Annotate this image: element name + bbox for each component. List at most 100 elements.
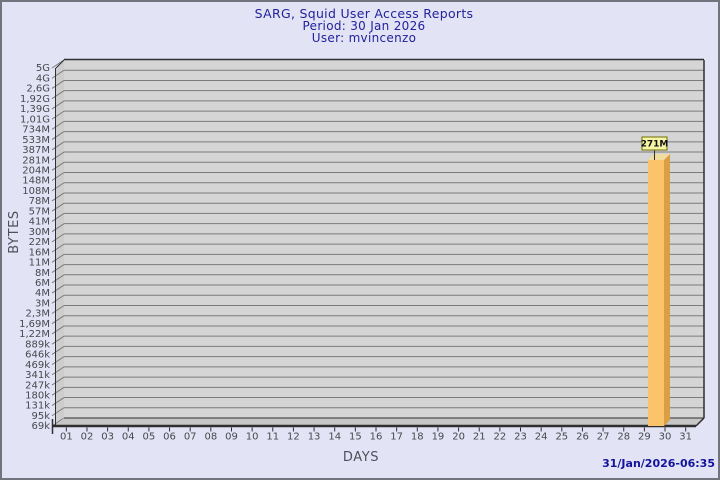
bar-top-face xyxy=(648,154,670,160)
generated-timestamp: 31/Jan/2026-06:35 xyxy=(602,457,715,470)
bar-side-face xyxy=(664,154,670,426)
x-axis-tick-label: 05 xyxy=(143,432,156,443)
y-axis-tick-label: 95k xyxy=(31,411,50,422)
y-axis-tick-label: 5G xyxy=(36,63,50,74)
y-tick-mark xyxy=(51,110,65,120)
x-axis-tick-label: 14 xyxy=(328,432,341,443)
x-axis-tick-label: 11 xyxy=(266,432,279,443)
x-axis-tick-label: 09 xyxy=(225,432,238,443)
y-axis-tick-label: 4G xyxy=(36,73,50,84)
x-axis-tick-label: 16 xyxy=(370,432,383,443)
x-axis-tick-label: 22 xyxy=(494,432,507,443)
y-axis-tick-label: 41M xyxy=(29,217,50,228)
y-tick-mark xyxy=(51,131,65,141)
y-axis-tick-label: 204M xyxy=(22,165,50,176)
y-axis-tick-label: 78M xyxy=(29,196,50,207)
x-axis-tick-label: 21 xyxy=(473,432,486,443)
y-axis-tick-label: 1,01G xyxy=(20,114,50,125)
x-axis-tick-label: 13 xyxy=(308,432,321,443)
y-axis-tick-label: 1,22M xyxy=(19,329,50,340)
y-tick-mark xyxy=(51,294,65,304)
y-tick-mark xyxy=(51,274,65,284)
y-axis-tick-label: 22M xyxy=(29,237,50,248)
y-axis-tick-label: 69k xyxy=(31,421,50,432)
x-axis-tick-label: 24 xyxy=(535,432,548,443)
x-axis-tick-label: 28 xyxy=(617,432,630,443)
y-tick-mark xyxy=(51,213,65,222)
x-axis-tick-label: 01 xyxy=(60,432,73,443)
plot-back-wall xyxy=(64,60,704,418)
y-axis-tick-label: 533M xyxy=(22,135,50,146)
y-tick-mark xyxy=(51,223,65,233)
y-tick-mark xyxy=(51,386,65,396)
y-axis-tick-label: 57M xyxy=(29,206,50,217)
x-axis-tick-label: 29 xyxy=(638,432,651,443)
y-tick-mark xyxy=(51,417,65,427)
x-axis-tick-marks xyxy=(65,427,687,432)
x-axis-tick-label: 04 xyxy=(122,432,135,443)
y-tick-mark xyxy=(51,366,65,376)
y-tick-mark xyxy=(51,335,65,345)
y-tick-mark xyxy=(51,356,65,366)
bar-value-annotation: 271M xyxy=(641,136,669,160)
x-axis-tick-label: 19 xyxy=(432,432,445,443)
y-axis-tick-label: 148M xyxy=(22,176,50,187)
y-tick-mark xyxy=(51,264,65,273)
y-axis-tick-label: 2,6G xyxy=(26,84,50,95)
y-axis-tick-label: 1,39G xyxy=(20,104,50,115)
y-tick-mark xyxy=(51,151,65,161)
y-tick-mark xyxy=(51,172,65,181)
x-axis-tick-label: 07 xyxy=(184,432,197,443)
y-axis-tick-label: 108M xyxy=(22,186,50,197)
y-tick-mark xyxy=(51,305,65,314)
y-tick-mark xyxy=(51,253,65,263)
y-tick-mark xyxy=(51,397,65,406)
y-axis-tick-label: 734M xyxy=(22,125,50,136)
y-axis-tick-label: 3M xyxy=(35,298,50,309)
x-axis-tick-label: 31 xyxy=(679,432,692,443)
annotation-box-border xyxy=(641,136,668,151)
y-tick-mark xyxy=(51,243,65,253)
bar-value-label: 271M xyxy=(641,140,669,150)
y-tick-mark xyxy=(51,233,65,243)
y-axis-tick-label: 30M xyxy=(29,227,50,238)
plot-left-wall xyxy=(56,60,64,426)
y-tick-mark xyxy=(51,376,65,386)
y-tick-mark xyxy=(51,141,65,151)
y-tick-mark xyxy=(51,69,65,79)
plot-floor xyxy=(56,418,704,426)
y-axis-tick-label: 1,69M xyxy=(19,319,50,330)
y-tick-mark xyxy=(51,182,65,192)
y-tick-mark xyxy=(51,192,65,202)
y-tick-mark xyxy=(51,100,65,110)
y-axis-tick-label: 16M xyxy=(29,247,50,258)
y-axis-tick-label: 180k xyxy=(25,391,50,402)
y-axis-labels: 5G4G2,6G1,92G1,39G1,01G734M533M387M281M2… xyxy=(19,63,50,432)
x-axis-tick-label: 27 xyxy=(597,432,610,443)
x-axis-labels: 01 02 03 04 05 06 07 08 09 10 11 12 13 14 15 16 17 18 19 20… xyxy=(60,432,692,443)
x-axis-tick-label: 15 xyxy=(349,432,362,443)
y-axis-tick-label: 2,3M xyxy=(25,309,50,320)
bar-day-30 xyxy=(648,154,670,426)
y-axis-tick-label: 4M xyxy=(35,288,50,299)
x-axis-tick-label: 18 xyxy=(411,432,424,443)
bar-front-face xyxy=(648,160,664,426)
x-axis-tick-label: 30 xyxy=(659,432,672,443)
y-axis-tick-label: 1,92G xyxy=(20,94,50,105)
plot-box-edges xyxy=(51,58,705,434)
y-axis-tick-label: 341k xyxy=(25,370,50,381)
y-axis-tick-label: 281M xyxy=(22,155,50,166)
y-tick-mark xyxy=(51,161,65,171)
y-axis-tick-label: 131k xyxy=(25,401,50,412)
y-tick-mark xyxy=(51,284,65,294)
x-axis-tick-label: 23 xyxy=(514,432,527,443)
x-axis-tick-label: 12 xyxy=(287,432,300,443)
x-axis-tick-label: 20 xyxy=(452,432,465,443)
x-axis-tick-label: 25 xyxy=(555,432,568,443)
x-axis-tick-label: 26 xyxy=(576,432,589,443)
x-axis-tick-label: 10 xyxy=(246,432,259,443)
chart-subtitle-period: Period: 30 Jan 2026 xyxy=(303,19,426,33)
y-tick-mark xyxy=(51,345,65,355)
y-axis-tick-label: 469k xyxy=(25,360,50,371)
